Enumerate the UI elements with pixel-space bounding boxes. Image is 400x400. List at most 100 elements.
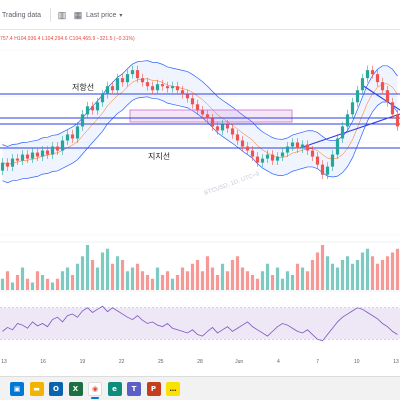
volume-bar	[245, 271, 250, 290]
volume-bar	[270, 275, 275, 290]
volume-bar	[345, 256, 350, 290]
store-icon[interactable]: ▣	[10, 382, 24, 396]
toolbar-title[interactable]: Trading data	[2, 6, 41, 24]
volume-bar	[180, 267, 185, 290]
volume-bar	[370, 256, 375, 290]
volume-bar	[30, 282, 35, 290]
kakaotalk-icon[interactable]: …	[166, 382, 180, 396]
candle-body	[20, 154, 25, 161]
volume-bar	[95, 267, 100, 290]
windows-taskbar: ▣ ▬ O X ◉ e T P …	[0, 376, 400, 400]
candle-body	[375, 74, 380, 83]
candle-body	[195, 104, 200, 111]
volume-bar	[310, 260, 315, 290]
volume-bar	[165, 271, 170, 290]
candle-body	[370, 70, 375, 75]
candle-body	[295, 142, 300, 149]
volume-bar	[120, 260, 125, 290]
chart-area[interactable]: 저항선 지지선 BTCUSD, 1D, UTC+9	[0, 30, 400, 365]
volume-bar	[0, 278, 5, 290]
candle-body	[330, 154, 335, 167]
candle-body	[125, 74, 130, 83]
candle-body	[135, 70, 140, 79]
volume-bar	[55, 278, 60, 290]
bollinger-lower-line	[2, 96, 398, 184]
grid-button[interactable]: ▦	[72, 6, 84, 24]
volume-bar	[75, 263, 80, 290]
volume-bar	[235, 256, 240, 290]
candle-body	[35, 152, 40, 157]
outlook-icon[interactable]: O	[49, 382, 63, 396]
volume-bar	[260, 271, 265, 290]
volume-bar	[275, 267, 280, 290]
last-price-dropdown[interactable]: Last price ▾	[86, 6, 122, 24]
candle-body	[240, 140, 245, 147]
volume-bar	[395, 248, 400, 290]
candle-body	[255, 156, 260, 163]
explorer-icon[interactable]: ▬	[29, 382, 44, 396]
candle-body	[120, 78, 125, 83]
candle-body	[115, 78, 120, 91]
volume-bar	[125, 271, 130, 290]
volume-bar	[195, 260, 200, 290]
ohlc-readout: 757.4 H104,936.4 L104,294.6 C104,465.9 −…	[0, 36, 135, 42]
toolbar-title-text: Trading data	[2, 11, 42, 19]
volume-bar	[255, 278, 260, 290]
candle-body	[215, 126, 220, 131]
volume-bar	[160, 275, 165, 290]
candle-body	[260, 158, 265, 163]
volume-bar	[65, 267, 70, 290]
candle-body	[95, 102, 100, 111]
excel-icon[interactable]: X	[68, 382, 83, 396]
candle-body	[25, 154, 30, 159]
volume-bar	[365, 248, 370, 290]
active-app-indicator	[91, 397, 99, 399]
volume-bar	[225, 271, 230, 290]
powerpoint-icon[interactable]: P	[146, 382, 161, 396]
chart-type-button[interactable]: ▥	[56, 6, 68, 24]
resistance-annotation: 저항선	[72, 83, 94, 92]
candle-body	[130, 70, 135, 75]
rsi-band	[0, 307, 400, 340]
volume-bar	[40, 275, 45, 290]
volume-bar	[360, 252, 365, 290]
volume-bar	[335, 267, 340, 290]
volume-bar	[35, 271, 40, 290]
edge-icon[interactable]: e	[107, 382, 122, 396]
volume-bar	[45, 278, 50, 290]
candle-body	[395, 114, 400, 127]
candle-body	[335, 138, 340, 155]
candle-body	[70, 134, 75, 139]
candle-body	[65, 134, 70, 141]
volume-bar	[350, 263, 355, 290]
candle-body	[30, 152, 35, 159]
candle-body	[145, 82, 150, 87]
volume-bar	[60, 271, 65, 290]
rsi-line	[2, 305, 398, 342]
volume-bar	[10, 282, 15, 290]
support-annotation: 지지선	[148, 152, 170, 161]
volume-bar	[50, 282, 55, 290]
candle-body	[50, 146, 55, 155]
candle-body	[280, 152, 285, 157]
candle-body	[45, 150, 50, 155]
chrome-icon[interactable]: ◉	[88, 382, 102, 396]
candle-body	[185, 94, 190, 99]
candle-body	[385, 90, 390, 103]
chart-type-icon: ▥	[57, 9, 67, 20]
date-tick-label: 13	[1, 359, 7, 365]
volume-bar	[330, 263, 335, 290]
candle-body	[190, 98, 195, 105]
date-tick-label: 16	[40, 359, 46, 365]
teams-icon[interactable]: T	[127, 382, 141, 396]
volume-bar	[20, 267, 25, 290]
volume-bar	[115, 256, 120, 290]
date-tick-label: 25	[158, 359, 164, 365]
volume-bar	[105, 248, 110, 290]
rising-trendline	[299, 113, 400, 149]
volume-bar	[295, 263, 300, 290]
candle-body	[275, 156, 280, 161]
date-tick-label: Jun	[235, 359, 244, 365]
candle-body	[105, 86, 110, 95]
